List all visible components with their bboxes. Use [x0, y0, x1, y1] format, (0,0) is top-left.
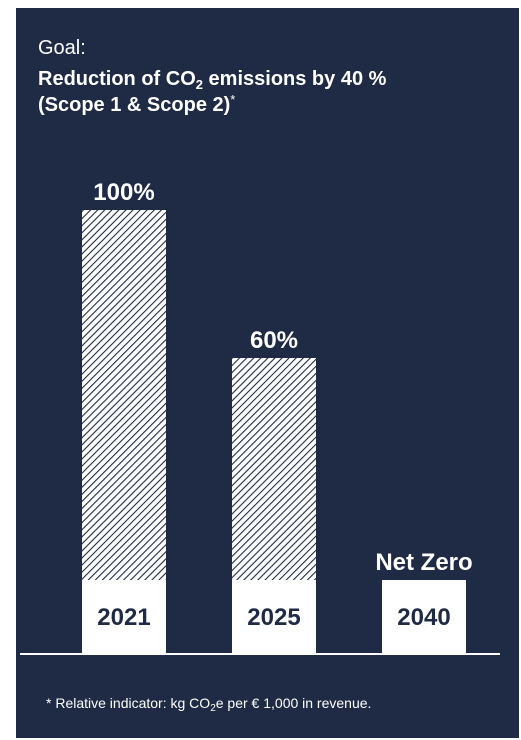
value-label-2021: 100%	[93, 179, 154, 206]
emissions-bar-chart: 2021 100% 2025 60% 2040 Net Zero	[16, 8, 519, 738]
footnote: * Relative indicator: kg CO2e per € 1,00…	[46, 694, 371, 712]
bars-layer: 2021 100% 2025 60% 2040 Net Zero	[82, 179, 473, 654]
year-label-2040: 2040	[397, 604, 450, 631]
footnote-text: * Relative indicator: kg CO	[46, 695, 210, 711]
bar-2025	[232, 358, 316, 580]
value-label-2040: Net Zero	[375, 549, 472, 576]
bar-2021	[82, 210, 166, 580]
value-label-2025: 60%	[250, 327, 298, 354]
footnote-text-end: e per € 1,000 in revenue.	[216, 695, 372, 711]
chart-panel: Goal: Reduction of CO2 emissions by 40 %…	[16, 8, 519, 738]
year-label-2021: 2021	[97, 604, 150, 631]
year-label-2025: 2025	[247, 604, 300, 631]
